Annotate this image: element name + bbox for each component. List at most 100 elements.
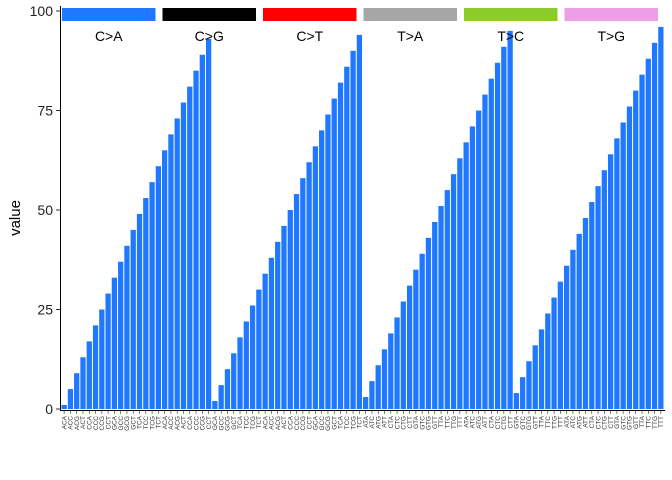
x-tick-label: ATA <box>564 415 571 427</box>
x-tick-label: GTA <box>514 415 521 429</box>
bar <box>67 389 74 409</box>
bar <box>520 377 526 409</box>
bar <box>557 281 563 409</box>
bar <box>237 337 243 409</box>
x-tick-label: ATA <box>463 415 470 427</box>
axes <box>60 6 665 411</box>
bar <box>168 134 174 409</box>
x-tick-label: CTA <box>589 415 596 428</box>
x-tick-label: GTT <box>633 416 640 429</box>
bar <box>319 130 325 409</box>
bar <box>193 70 199 409</box>
x-tick-label: TTC <box>445 416 452 429</box>
bar <box>432 221 438 409</box>
bar <box>419 253 425 409</box>
bar <box>633 90 639 409</box>
bar <box>545 313 551 409</box>
bar <box>507 30 513 410</box>
x-tick-label: TCG <box>350 416 357 430</box>
x-tick-label: ACA <box>262 415 269 429</box>
x-tick-label: GTC <box>419 416 426 430</box>
bar <box>199 54 205 409</box>
x-tick-label: CCG <box>200 416 207 430</box>
bar <box>589 202 595 409</box>
y-tick-label: 50 <box>37 202 53 218</box>
bar <box>136 213 143 409</box>
group-strip <box>564 8 658 21</box>
x-tick-label: CCC <box>294 416 301 430</box>
bar <box>375 365 381 409</box>
x-tick-label: CTT <box>608 416 615 429</box>
bar <box>582 217 589 409</box>
bar <box>388 333 394 409</box>
bar <box>658 26 664 409</box>
x-tick-label: GTG <box>526 416 533 430</box>
x-tick-label: TCT <box>156 416 163 429</box>
bar <box>143 198 149 409</box>
bar <box>457 158 463 409</box>
bar <box>111 277 118 409</box>
bar <box>526 361 532 409</box>
x-tick-label: TTA <box>539 415 546 427</box>
x-tick-label: ACG <box>275 416 282 430</box>
bar <box>482 94 488 409</box>
x-tick-label: GCA <box>112 415 119 430</box>
group-label: T>C <box>497 28 524 44</box>
x-tick-label: GCA <box>313 415 320 430</box>
bar <box>231 353 237 409</box>
bar <box>363 397 369 409</box>
x-tick-label: GTC <box>620 416 627 430</box>
x-tick-label: TTT <box>658 416 665 428</box>
x-ticks: ACA ACC ACG ACT CCA CCC CCG CCT GCA GCC GCG GCT TCA T… <box>61 411 665 431</box>
bars-layer <box>61 26 664 410</box>
x-tick-label: TCA <box>137 415 144 429</box>
bar <box>187 86 193 410</box>
x-tick-label: ATT <box>382 416 389 428</box>
x-tick-label: CCC <box>93 416 100 430</box>
bar <box>406 285 413 409</box>
x-tick-label: CTC <box>595 416 602 430</box>
x-tick-label: TTT <box>457 416 464 428</box>
x-tick-label: GTG <box>627 416 634 430</box>
bar <box>180 102 187 409</box>
x-tick-label: GCC <box>319 416 326 431</box>
x-tick-label: ATT <box>482 416 489 428</box>
x-tick-label: CCG <box>99 416 106 430</box>
x-tick-label: CTG <box>602 416 609 430</box>
x-tick-label: TCA <box>237 415 244 429</box>
x-tick-label: ACT <box>181 416 188 429</box>
bar <box>450 174 457 409</box>
bar <box>218 385 224 409</box>
bar <box>639 74 645 410</box>
x-tick-label: ATT <box>583 416 590 428</box>
x-tick-label: GTT <box>432 416 439 429</box>
x-tick-label: ACC <box>168 416 175 430</box>
x-tick-label: ACT <box>80 416 87 429</box>
bar <box>626 106 633 410</box>
x-tick-label: CCT <box>105 416 112 429</box>
x-tick-label: TTT <box>558 416 565 428</box>
x-tick-label: ATG <box>576 416 583 429</box>
y-axis-title: value <box>7 200 24 236</box>
bar <box>601 170 607 409</box>
bar <box>570 249 576 409</box>
bar <box>281 225 287 409</box>
x-tick-label: GCT <box>331 416 338 430</box>
group-strip <box>62 8 156 21</box>
x-tick-label: TCG <box>149 416 156 430</box>
bar <box>532 345 538 409</box>
bar <box>124 245 130 409</box>
x-tick-label: ATC <box>369 416 376 429</box>
bar <box>595 186 601 409</box>
y-tick-label: 0 <box>45 401 53 417</box>
bar <box>551 297 557 409</box>
bar <box>400 301 406 409</box>
bar <box>61 405 67 409</box>
group-strip <box>464 8 558 21</box>
bar <box>287 210 293 409</box>
bar <box>651 42 658 410</box>
x-tick-label: TCC <box>244 416 251 430</box>
x-tick-label: GTC <box>520 416 527 430</box>
bar <box>80 357 86 409</box>
